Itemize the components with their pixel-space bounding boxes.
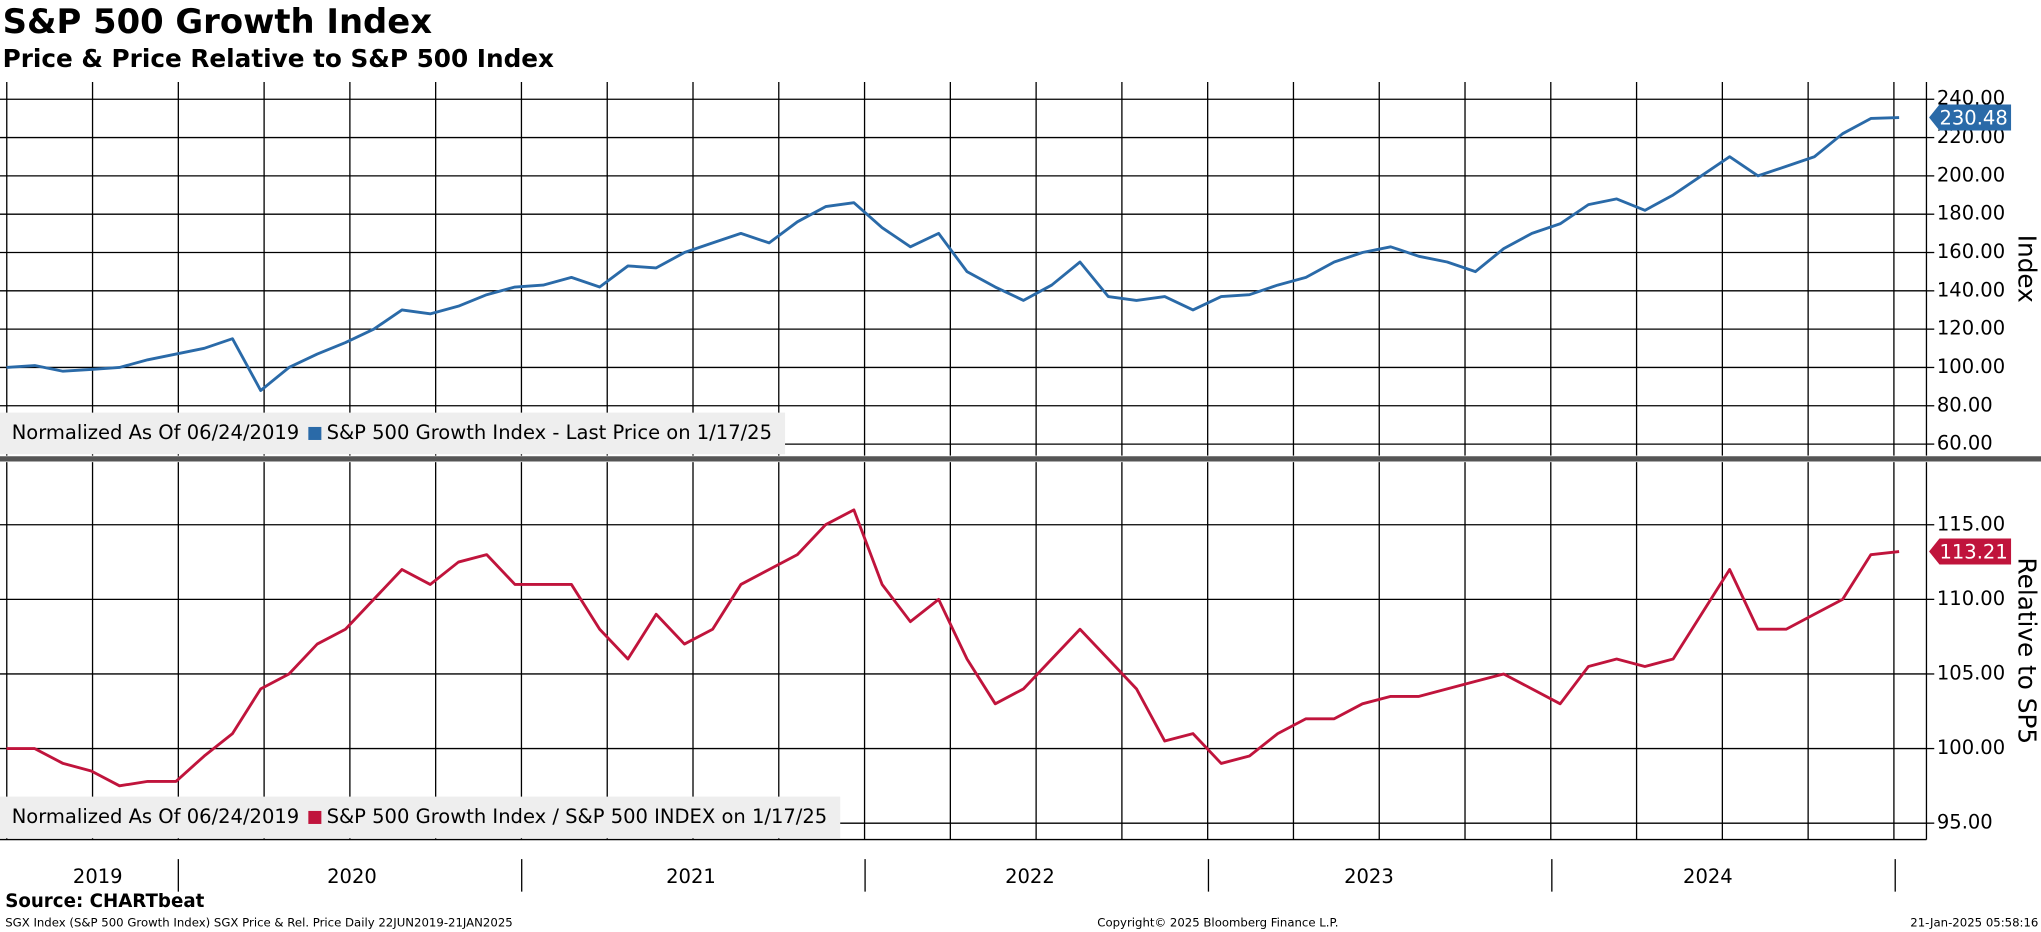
y-tick-label: 95.00: [1937, 811, 1993, 834]
y-tick-label: 110.00: [1937, 587, 2005, 610]
legend-swatch: [308, 810, 322, 824]
y-tick-label: 180.00: [1937, 202, 2005, 225]
y-tick-label: 160.00: [1937, 240, 2005, 263]
series-line: [6, 116, 1900, 392]
series-line: [6, 508, 1900, 788]
legend-label: S&P 500 Growth Index / S&P 500 INDEX on …: [327, 805, 828, 828]
x-tick-label: 2021: [666, 865, 716, 888]
last-value-label: 113.21: [1939, 540, 2007, 563]
y-tick-label: 60.00: [1937, 432, 1993, 455]
legend: Normalized As Of 06/24/2019 S&P 500 Growt…: [12, 421, 772, 444]
footer-description: SGX Index (S&P 500 Growth Index) SGX Pri…: [5, 915, 513, 929]
last-value-tag: [1929, 104, 2012, 131]
x-tick-label: 2020: [327, 865, 377, 888]
y-tick-label: 220.00: [1937, 125, 2005, 148]
chart-title: S&P 500 Growth Index: [3, 2, 433, 41]
legend: Normalized As Of 06/24/2019 S&P 500 Growt…: [12, 805, 827, 828]
legend-note: Normalized As Of 06/24/2019: [12, 805, 300, 828]
y-tick-label: 240.00: [1937, 87, 2005, 110]
x-tick-label: 2019: [73, 865, 123, 888]
legend-background: [0, 796, 841, 839]
y-axis-title: Index: [2012, 235, 2041, 303]
x-tick-label: 2022: [1005, 865, 1055, 888]
copyright: Copyright© 2025 Bloomberg Finance L.P.: [1097, 915, 1338, 929]
last-value-label: 230.48: [1939, 106, 2007, 129]
x-tick-label: 2023: [1344, 865, 1394, 888]
y-tick-label: 200.00: [1937, 163, 2005, 186]
legend-swatch: [308, 426, 322, 440]
x-tick-label: 2024: [1683, 865, 1733, 888]
y-tick-label: 115.00: [1937, 512, 2005, 535]
timestamp: 21-Jan-2025 05:58:16: [1910, 915, 2038, 929]
y-tick-label: 140.00: [1937, 278, 2005, 301]
y-axis-title: Relative to SP5: [2012, 558, 2041, 745]
source: Source: CHARTbeat: [5, 891, 204, 912]
last-value-tag: [1929, 538, 2012, 565]
legend-label: S&P 500 Growth Index - Last Price on 1/1…: [327, 421, 772, 444]
y-tick-label: 100.00: [1937, 736, 2005, 759]
y-tick-label: 120.00: [1937, 317, 2005, 340]
chart-subtitle: Price & Price Relative to S&P 500 Index: [3, 44, 554, 73]
legend-note: Normalized As Of 06/24/2019: [12, 421, 300, 444]
y-tick-label: 105.00: [1937, 661, 2005, 684]
legend-background: [0, 412, 786, 455]
y-tick-label: 100.00: [1937, 355, 2005, 378]
y-tick-label: 80.00: [1937, 393, 1993, 416]
